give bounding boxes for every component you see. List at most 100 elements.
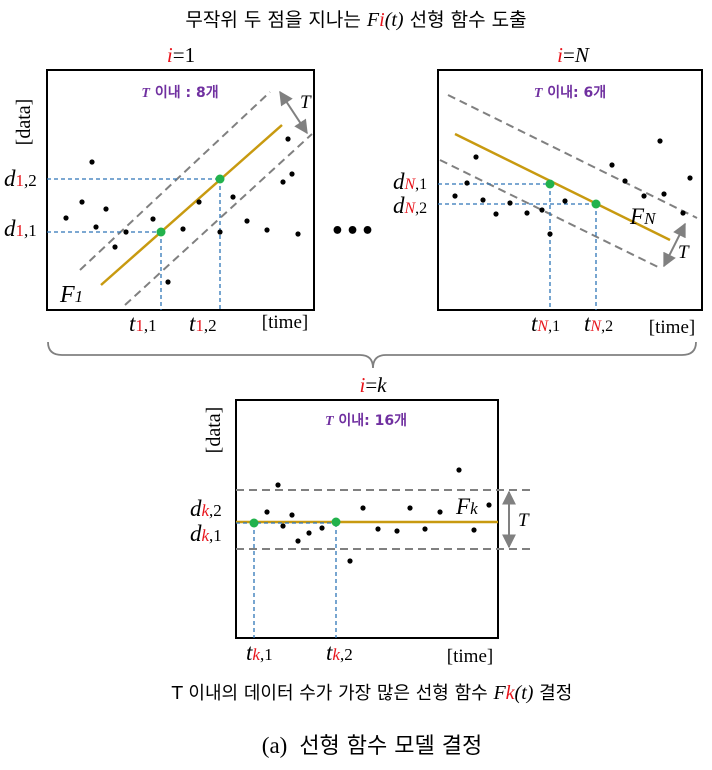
panel-n-data-point: [680, 210, 686, 216]
panel-1-data-point: [180, 226, 186, 232]
panel-n-function-label: FN: [629, 204, 657, 229]
panel-1-count-label: T 이내 : 8개: [141, 84, 218, 101]
panel-k-x-axis-label: [time]: [447, 646, 493, 667]
panel-k-data-point: [275, 482, 281, 488]
panel-1-data-point: [196, 199, 202, 205]
panel-1-data-point: [123, 229, 129, 235]
panel-1-d11-label: d1,1: [4, 216, 37, 241]
panel-1-data-point: [63, 215, 69, 221]
panel-n-data-point: [480, 197, 486, 203]
panel-1-y-axis-label: [data]: [13, 99, 35, 146]
panel-1-data-points: [63, 136, 301, 285]
panel-1-frame: [46, 69, 315, 311]
panel-1-t12-label: t1,2: [189, 311, 217, 336]
panel-1-data-point: [280, 179, 286, 185]
panel-1-data-point: [103, 206, 109, 212]
panel-1-data-point: [165, 279, 171, 285]
panel-k-data-point: [347, 558, 353, 564]
panel-1-data-point: [230, 194, 236, 200]
panel-1-x-axis-label: [time]: [262, 312, 308, 333]
panel-k-data-point: [319, 525, 325, 531]
panel-n-data-point: [687, 175, 693, 181]
panel-1-band-upper: [79, 91, 271, 271]
panel-1-sample-point-1: [156, 227, 166, 237]
panel-1-data-point: [150, 216, 156, 222]
panel-1-d12-label: d1,2: [4, 166, 37, 191]
panel-n-data-point: [609, 162, 615, 168]
ellipsis-indicator: •••: [330, 219, 375, 244]
panel-k-dk1-label: dk,1: [190, 521, 222, 546]
panel-1-data-point: [264, 227, 270, 233]
panel-k-index-label: i=k: [359, 373, 387, 397]
panel-n-count-label: T 이내: 6개: [534, 84, 606, 101]
panel-n-tn1-label: tN,1: [531, 311, 560, 336]
panel-1-t11-label: t1,1: [129, 311, 157, 336]
conclusion-text: T 이내의 데이터 수가 가장 많은 선형 함수 Fk(t) 결정: [171, 682, 573, 704]
panel-k-y-axis-label: [data]: [203, 407, 225, 454]
panel-n-data-point: [507, 200, 513, 206]
panel-k-data-point: [289, 512, 295, 518]
panel-1-fit-line: [100, 124, 283, 286]
panel-n-x-axis-label: [time]: [649, 317, 695, 338]
panel-1-band-t-label: T: [300, 92, 312, 113]
panel-k-tk2-label: tk,2: [326, 640, 353, 665]
panel-k-frame: [235, 399, 499, 639]
panel-k-count-label: T 이내: 16개: [325, 412, 407, 429]
panel-n-data-point: [452, 193, 458, 199]
panel-n-data-point: [622, 178, 628, 184]
diagram-title: 무작위 두 점을 지나는 Fi(t) 선형 함수 도출: [185, 9, 526, 31]
panel-k-band-t-label: T: [518, 510, 530, 531]
panel-1-index-label: i=1: [167, 43, 195, 67]
panel-n-index-label: i=N: [557, 43, 590, 67]
panel-n-data-points: [452, 138, 693, 237]
panel-k-data-point: [360, 505, 366, 511]
panel-1-band-width-arrow: [279, 90, 308, 135]
panel-n-tn2-label: tN,2: [584, 311, 613, 336]
panel-k-data-point: [306, 530, 312, 536]
panel-1-sample-point-2: [215, 174, 225, 184]
panel-n-band-upper: [447, 94, 698, 219]
panel-k-data-point: [422, 526, 428, 532]
panel-k-data-point: [394, 528, 400, 534]
panel-i-n: i=N [time] T 이내: 6개 T FN dN,1 dN,2 tN,1 …: [393, 43, 703, 338]
panel-k-tk1-label: tk,1: [246, 640, 273, 665]
panel-1-data-point: [217, 229, 223, 235]
panel-1-band-lower: [124, 133, 313, 306]
panel-1-data-point: [295, 231, 301, 237]
panel-k-data-point: [407, 505, 413, 511]
panel-n-data-point: [547, 231, 553, 237]
grouping-brace: [47, 341, 697, 369]
panel-n-data-point: [524, 210, 530, 216]
panel-k-data-point: [471, 527, 477, 533]
panel-k-data-point: [264, 509, 270, 515]
panel-n-data-point: [562, 198, 568, 204]
panel-k-data-point: [456, 467, 462, 473]
panel-n-fit-line: [454, 132, 671, 242]
panel-n-sample-point-1: [545, 179, 555, 189]
panel-k-data-point: [295, 538, 301, 544]
panel-n-band-width-arrow: [663, 222, 686, 268]
panel-k-function-label: Fk: [455, 494, 478, 519]
panel-n-data-point: [493, 211, 499, 217]
panel-k-data-point: [280, 523, 286, 529]
panel-n-sample-point-2: [591, 199, 601, 209]
panel-1-data-point: [89, 159, 95, 165]
panel-n-data-point: [641, 193, 647, 199]
panel-n-data-point: [473, 154, 479, 160]
panel-1-data-point: [112, 244, 118, 250]
panel-1-data-point: [289, 171, 295, 177]
panel-n-data-point: [661, 191, 667, 197]
panel-n-data-point: [539, 207, 545, 213]
panel-1-data-point: [244, 218, 250, 224]
panel-n-data-point: [657, 138, 663, 144]
panel-k-data-point: [486, 502, 492, 508]
panel-i-k: i=k [data] [time] T 이내: 16개 T Fk dk,2 dk…: [190, 373, 530, 667]
panel-k-data-points: [264, 467, 492, 564]
panel-k-sample-point-2: [331, 517, 341, 527]
panel-1-data-point: [285, 136, 291, 142]
panel-n-data-point: [464, 180, 470, 186]
panel-1-data-point: [79, 199, 85, 205]
panel-k-data-point: [375, 526, 381, 532]
figure-caption: (a) 선형 함수 모델 결정: [262, 733, 482, 759]
